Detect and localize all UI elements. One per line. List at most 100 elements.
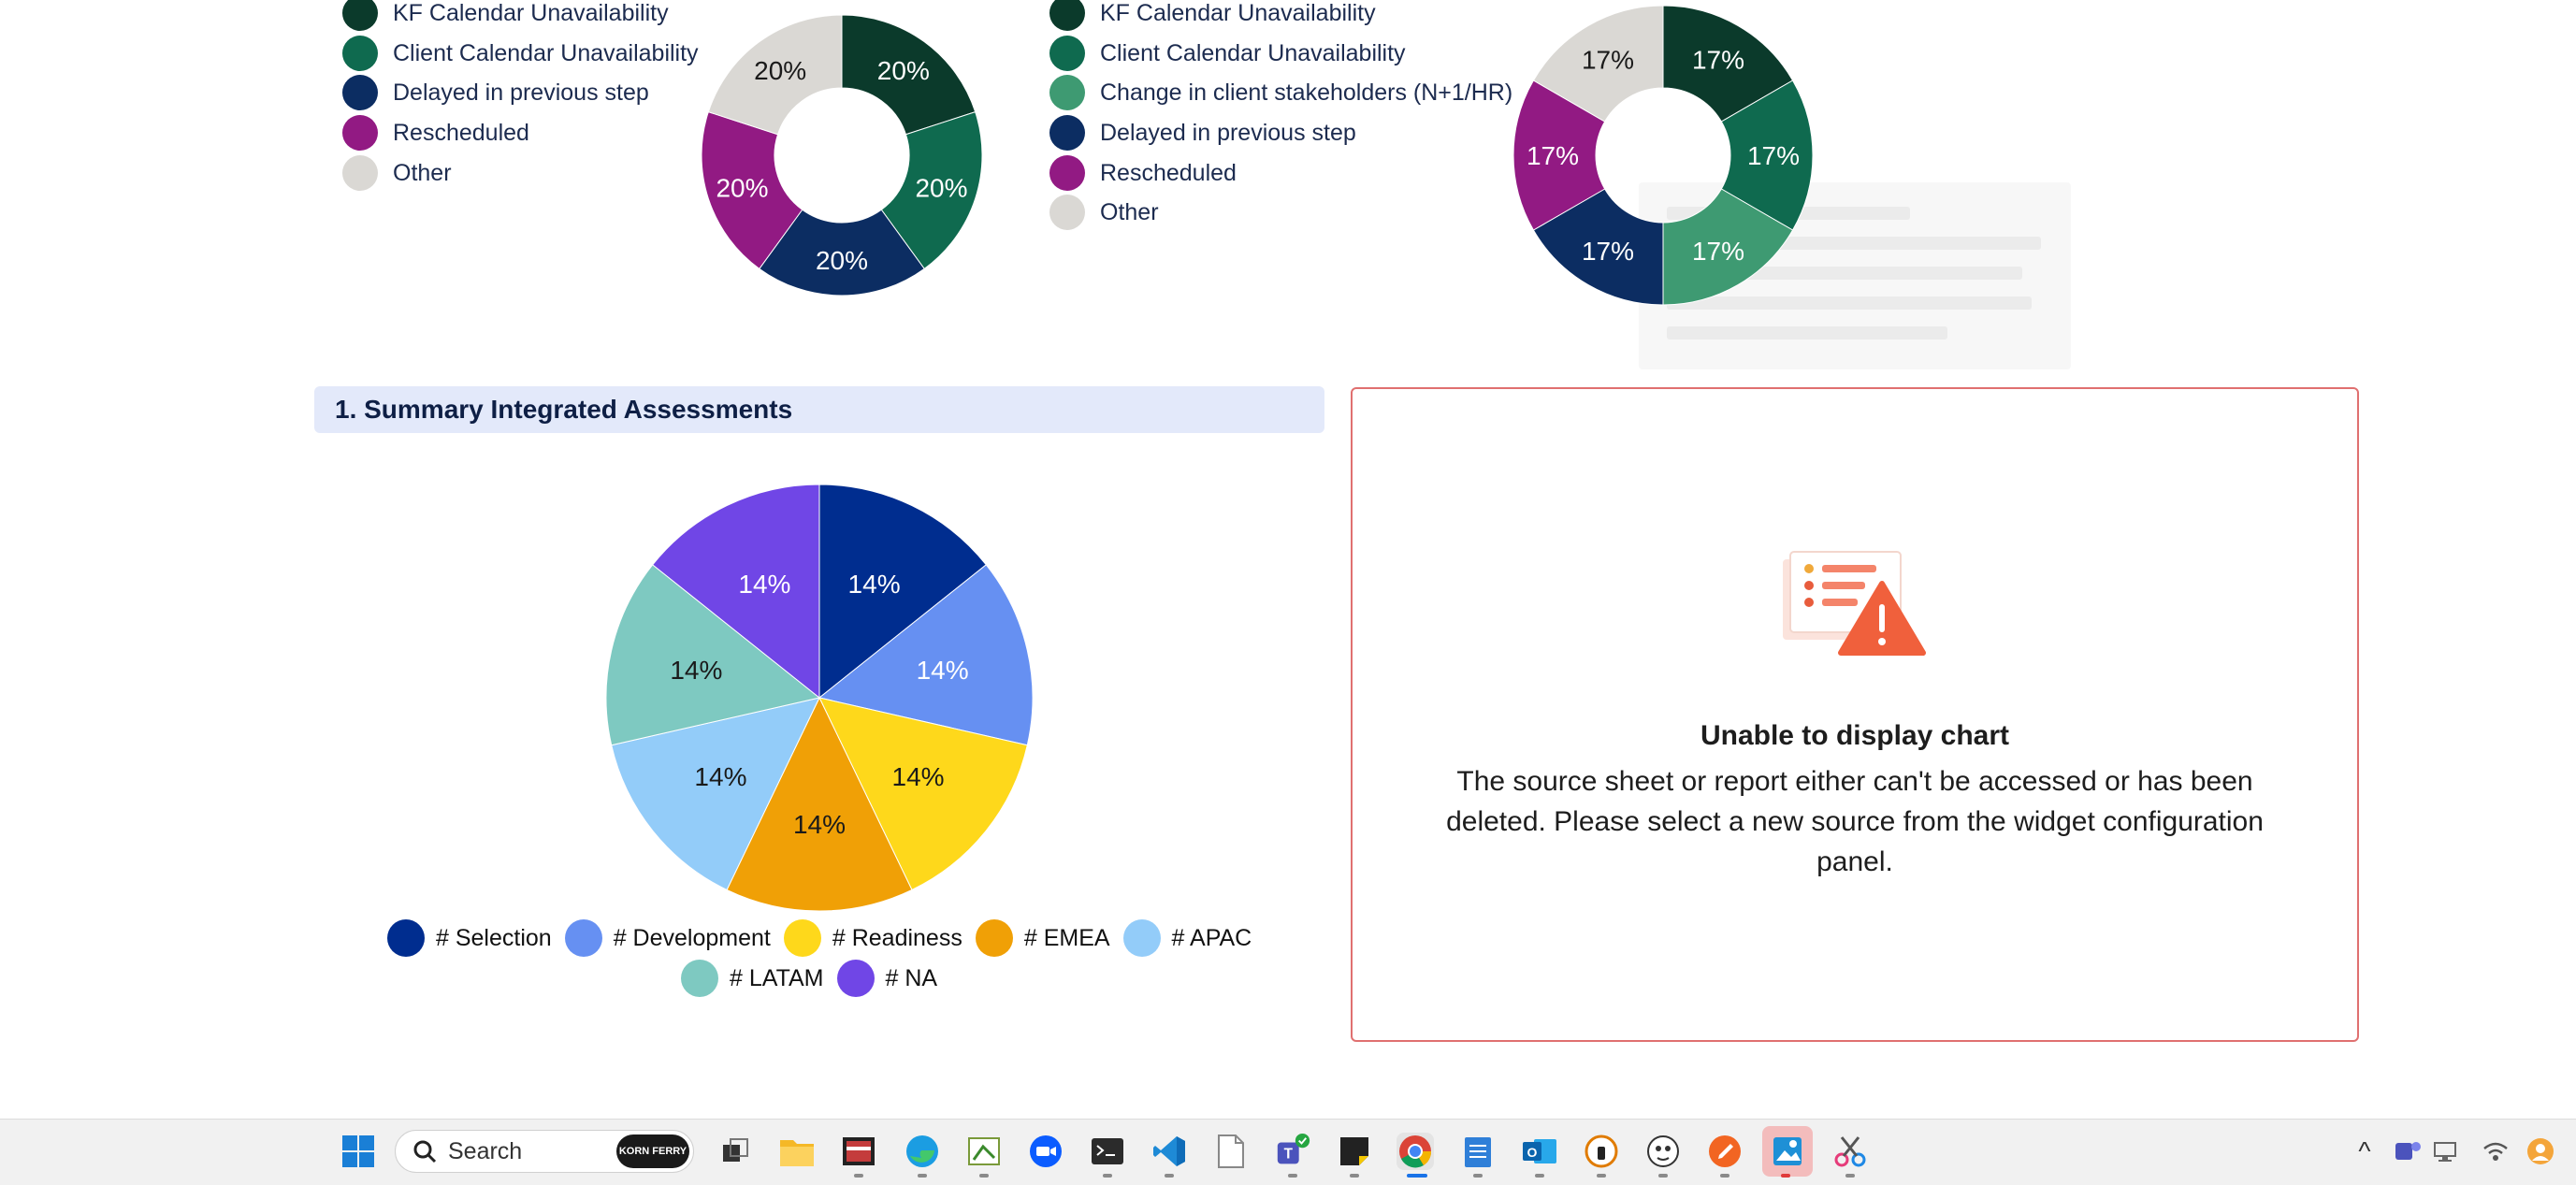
photos-icon[interactable] <box>1762 1126 1813 1177</box>
legend-swatch <box>1049 0 1085 31</box>
sticky-notes-icon[interactable] <box>1336 1133 1373 1170</box>
slice-label: 20% <box>915 173 967 202</box>
media-player-icon[interactable] <box>840 1133 877 1170</box>
legend-swatch <box>1049 115 1085 151</box>
account-icon[interactable] <box>2522 1133 2559 1170</box>
legend-item-other[interactable]: Other <box>342 155 452 191</box>
network-icon[interactable] <box>2426 1133 2464 1170</box>
legend-item-rescheduled[interactable]: Rescheduled <box>1049 155 1237 191</box>
slice-label: 17% <box>1527 141 1579 170</box>
pie-slice[interactable] <box>759 209 925 296</box>
taskbar-search[interactable]: Search KORN FERRY <box>395 1130 694 1173</box>
pie-slice[interactable] <box>611 697 820 891</box>
notepad-icon[interactable] <box>1212 1133 1250 1170</box>
legend-item-kf-calendar[interactable]: KF Calendar Unavailability <box>342 0 669 31</box>
slice-label: 17% <box>1582 46 1634 75</box>
legend-swatch <box>1049 155 1085 191</box>
summary-assessments-pie-chart[interactable]: 14% 14% 14% 14% 14% 14% 14% <box>599 477 1048 926</box>
legend-label: Other <box>1100 198 1159 225</box>
legend-item-readiness[interactable]: # Readiness <box>783 919 962 957</box>
pie-slice[interactable] <box>652 484 820 700</box>
pie-slice[interactable] <box>818 484 987 700</box>
slice-label: 20% <box>716 173 768 202</box>
sketch-app-icon[interactable] <box>965 1133 1003 1170</box>
pie-slice[interactable] <box>1662 188 1794 306</box>
wifi-icon[interactable] <box>2477 1133 2514 1170</box>
vscode-icon[interactable] <box>1151 1133 1188 1170</box>
pie-slice[interactable] <box>1532 188 1664 306</box>
svg-text:O: O <box>1527 1145 1538 1160</box>
slice-label: 20% <box>816 246 868 275</box>
legend-label: # APAC <box>1171 924 1252 951</box>
legend-label: Other <box>393 159 452 186</box>
search-icon <box>413 1140 437 1163</box>
pie-slice[interactable] <box>1720 79 1814 231</box>
zoom-icon[interactable] <box>1027 1133 1064 1170</box>
legend-label: # EMEA <box>1023 924 1110 951</box>
pie-slice[interactable] <box>818 697 1028 891</box>
legend-swatch <box>387 919 425 957</box>
svg-text:T: T <box>1284 1147 1294 1163</box>
legend-item-kf-calendar[interactable]: KF Calendar Unavailability <box>1049 0 1376 31</box>
legend-item-na[interactable]: # NA <box>836 960 938 997</box>
chevron-up-glyph: ^ <box>2358 1136 2371 1165</box>
pie-slice[interactable] <box>1512 79 1606 231</box>
legend-item-rescheduled[interactable]: Rescheduled <box>342 115 529 151</box>
pie-slice[interactable] <box>818 564 1034 746</box>
slice-label: 17% <box>1692 46 1744 75</box>
legend-item-client-calendar[interactable]: Client Calendar Unavailability <box>342 36 699 71</box>
legend-item-client-calendar[interactable]: Client Calendar Unavailability <box>1049 36 1406 71</box>
pie-slice[interactable] <box>707 14 843 136</box>
korn-ferry-badge: KORN FERRY <box>616 1134 689 1168</box>
file-explorer-icon[interactable] <box>778 1133 816 1170</box>
snipping-tool-icon[interactable] <box>1831 1133 1869 1170</box>
outlook-icon[interactable]: O <box>1521 1133 1558 1170</box>
chrome-icon[interactable] <box>1397 1133 1434 1170</box>
legend-item-latam[interactable]: # LATAM <box>681 960 824 997</box>
pie-slice[interactable] <box>726 696 913 912</box>
pie-slice[interactable] <box>880 111 983 270</box>
chevron-up-icon[interactable]: ^ <box>2346 1133 2383 1170</box>
terminal-icon[interactable] <box>1089 1133 1126 1170</box>
cat-app-icon[interactable] <box>1644 1133 1682 1170</box>
legend-item-emea[interactable]: # EMEA <box>975 919 1110 957</box>
legend-item-development[interactable]: # Development <box>564 919 771 957</box>
legend-label: # NA <box>885 964 938 991</box>
legend-swatch <box>564 919 602 957</box>
legend-swatch <box>1122 919 1161 957</box>
slice-label: 20% <box>877 56 930 85</box>
legend-item-apac[interactable]: # APAC <box>1122 919 1252 957</box>
legend-label: Client Calendar Unavailability <box>1100 39 1406 66</box>
legend-swatch <box>836 960 875 997</box>
legend-item-delayed[interactable]: Delayed in previous step <box>1049 115 1356 151</box>
edge-icon[interactable] <box>904 1133 941 1170</box>
delay-reasons-donut-chart-2[interactable]: 17% 17% 17% 17% 17% 17% <box>1497 0 1824 318</box>
pie-slice[interactable] <box>605 564 821 746</box>
legend-item-stakeholders[interactable]: Change in client stakeholders (N+1/HR) <box>1049 75 1513 110</box>
legend-item-selection[interactable]: # Selection <box>387 919 552 957</box>
chart-error-panel[interactable]: Unable to display chart The source sheet… <box>1351 387 2359 1042</box>
legend-swatch <box>1049 195 1085 230</box>
legend-swatch <box>342 75 378 110</box>
legend-label: Change in client stakeholders (N+1/HR) <box>1100 79 1513 106</box>
teams-icon[interactable]: T <box>1274 1133 1311 1170</box>
slice-label: 14% <box>694 762 746 791</box>
error-title: Unable to display chart <box>1700 720 2010 751</box>
pie-slice[interactable] <box>701 111 803 270</box>
vpn-icon[interactable] <box>1583 1133 1620 1170</box>
pie-slice[interactable] <box>1662 5 1794 123</box>
windows-start-icon[interactable] <box>340 1133 377 1170</box>
slice-label: 20% <box>754 56 806 85</box>
teams-tray-icon[interactable] <box>2389 1133 2426 1170</box>
pen-app-icon[interactable] <box>1706 1133 1744 1170</box>
legend-item-other[interactable]: Other <box>1049 195 1159 230</box>
section-header: 1. Summary Integrated Assessments <box>314 386 1324 433</box>
delay-reasons-donut-chart[interactable]: 20% 20% 20% 20% 20% <box>692 0 991 309</box>
notepad-blue-icon[interactable] <box>1459 1133 1497 1170</box>
pie-slice[interactable] <box>841 14 977 136</box>
slice-label: 14% <box>738 570 790 599</box>
search-placeholder: Search <box>448 1137 523 1164</box>
task-view-icon[interactable] <box>716 1133 754 1170</box>
legend-item-delayed[interactable]: Delayed in previous step <box>342 75 649 110</box>
pie-slice[interactable] <box>1532 5 1664 123</box>
